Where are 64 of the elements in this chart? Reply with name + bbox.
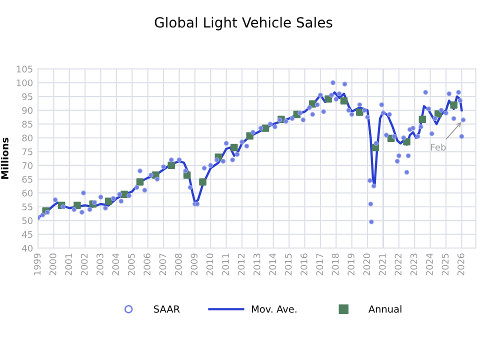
legend-label: Mov. Ave. bbox=[252, 306, 296, 313]
x-tick-label: 2018 bbox=[332, 254, 339, 276]
y-tick-label: 100 bbox=[16, 79, 33, 86]
x-tick-label: 2016 bbox=[300, 254, 308, 276]
point bbox=[199, 178, 206, 186]
x-tick-label: 2020 bbox=[363, 254, 370, 276]
x-tick-label: 2002 bbox=[80, 254, 88, 276]
y-tick-label: 105 bbox=[16, 66, 32, 73]
x-tick-label: 2004 bbox=[112, 253, 120, 276]
x-tick-label: 2022 bbox=[394, 254, 402, 276]
x-tick-label: 2010 bbox=[206, 254, 214, 276]
point bbox=[356, 108, 364, 116]
y-tick-label: 80 bbox=[22, 134, 33, 142]
point bbox=[450, 101, 458, 109]
x-tick-label: 2007 bbox=[159, 254, 166, 276]
y-tick-label: 65 bbox=[22, 176, 32, 183]
x-tick-label: 2021 bbox=[379, 254, 386, 276]
y-tick-label: 90 bbox=[22, 107, 33, 114]
point bbox=[403, 138, 410, 146]
x-tick-label: 2003 bbox=[96, 254, 104, 276]
x-tick-label: 2025 bbox=[442, 254, 449, 276]
x-tick-label: 2009 bbox=[190, 254, 198, 276]
point bbox=[74, 202, 81, 210]
x-tick-label: 2026 bbox=[457, 254, 464, 276]
annotation: Feb bbox=[431, 144, 446, 151]
point bbox=[340, 97, 348, 105]
x-tick-label: 2013 bbox=[253, 254, 260, 276]
point bbox=[262, 124, 270, 132]
point bbox=[324, 95, 332, 103]
point bbox=[246, 132, 254, 140]
y-tick-label: 40 bbox=[22, 244, 33, 252]
x-tick-label: 2017 bbox=[316, 254, 324, 276]
y-tick-label: 50 bbox=[22, 217, 33, 224]
x-tick-label: 1999 bbox=[34, 254, 41, 275]
x-tick-label: 2011 bbox=[222, 254, 229, 276]
y-tick-label: 60 bbox=[22, 190, 33, 197]
point bbox=[104, 198, 112, 205]
point bbox=[434, 110, 442, 118]
point bbox=[418, 116, 426, 124]
x-tick-label: 2012 bbox=[238, 254, 245, 276]
chart-title: Global Light Vehicle Sales bbox=[154, 16, 332, 30]
point bbox=[230, 144, 238, 152]
legend-label: SAAR bbox=[154, 305, 180, 313]
y-tick-label: 85 bbox=[22, 120, 32, 128]
x-tick-label: 2006 bbox=[144, 254, 150, 276]
x-tick-label: 2008 bbox=[175, 254, 182, 276]
x-tick-label: 2019 bbox=[348, 254, 354, 276]
x-tick-label: 2005 bbox=[128, 254, 135, 276]
legend-label: Annual bbox=[368, 305, 402, 313]
x-tick-label: 2015 bbox=[284, 254, 292, 276]
point bbox=[168, 162, 176, 170]
point bbox=[120, 190, 128, 198]
x-tick-label: 2023 bbox=[410, 254, 418, 276]
y-tick-label: 75 bbox=[22, 148, 32, 156]
y-tick-label: 45 bbox=[22, 231, 32, 238]
y-axis-title: Millions bbox=[0, 138, 8, 179]
x-tick-label: 2001 bbox=[65, 254, 72, 276]
x-tick-label: 2014 bbox=[269, 253, 276, 276]
y-tick-label: 55 bbox=[22, 204, 32, 210]
y-tick-label: 95 bbox=[22, 93, 32, 100]
x-tick-label: 2000 bbox=[49, 254, 56, 276]
y-tick-label: 70 bbox=[22, 162, 33, 169]
x-tick-label: 2024 bbox=[426, 253, 433, 276]
point bbox=[136, 178, 144, 186]
